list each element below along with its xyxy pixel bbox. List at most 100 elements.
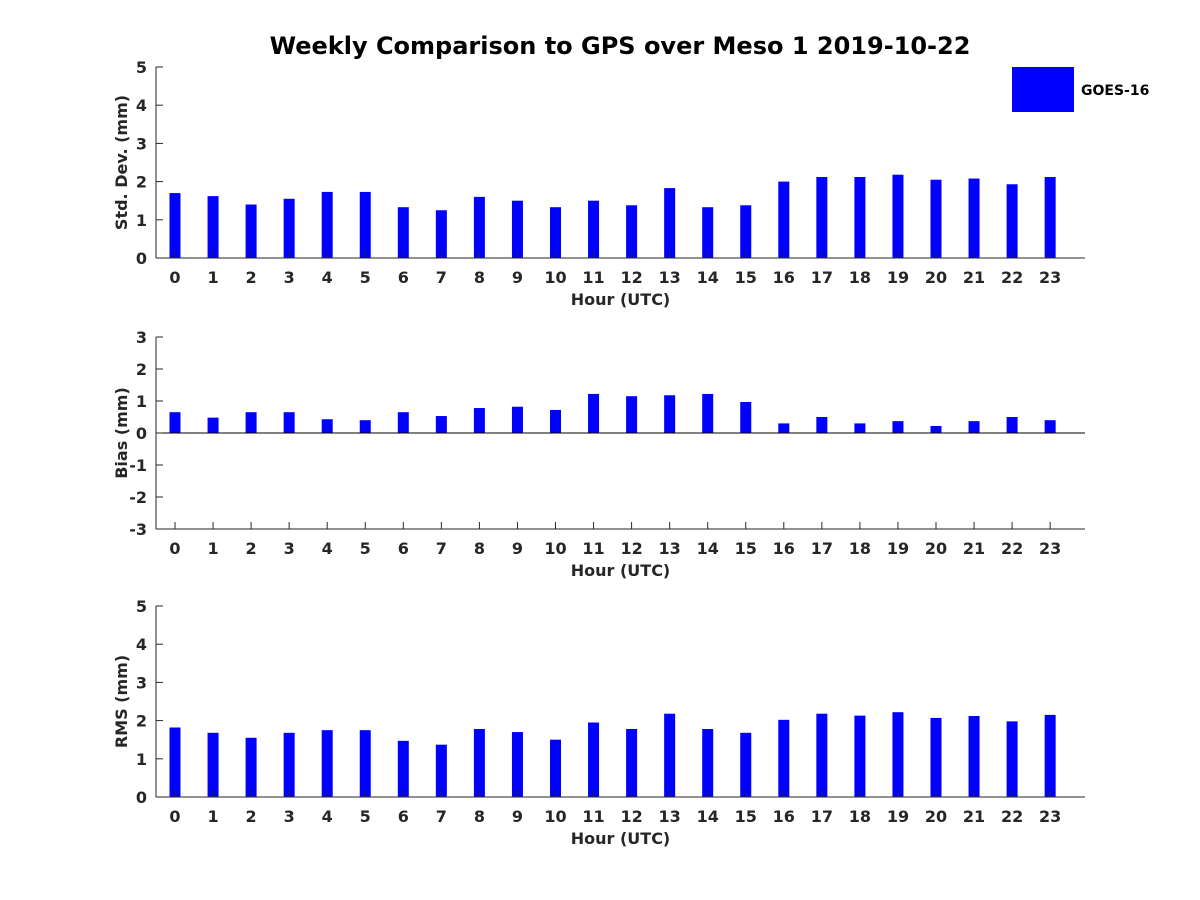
rms-bar-hour-4	[321, 730, 333, 797]
rms-bar-hour-21	[968, 716, 980, 797]
bias-bar-hour-9	[511, 406, 523, 433]
bias-x-tick-label: 22	[1001, 539, 1023, 558]
bias-y-tick-label: 0	[136, 424, 147, 443]
bias-x-tick-label: 1	[207, 539, 218, 558]
rms-y-tick-label: 3	[136, 673, 147, 692]
rms-x-tick-label: 16	[773, 807, 795, 826]
bias-x-tick-label: 20	[925, 539, 947, 558]
bias-bar-hour-1	[207, 417, 219, 433]
bias-bar-hour-11	[588, 393, 600, 433]
rms-x-tick-label: 15	[735, 807, 757, 826]
bias-bar-hour-0	[169, 412, 181, 433]
std-bar-hour-5	[359, 191, 371, 258]
bias-x-tick-label: 10	[544, 539, 566, 558]
bias-x-tick-label: 18	[849, 539, 871, 558]
bias-x-tick-label: 21	[963, 539, 985, 558]
std-bar-hour-18	[854, 177, 866, 258]
rms-x-tick-label: 20	[925, 807, 947, 826]
std-x-tick-label: 8	[474, 268, 485, 287]
rms-bar-hour-5	[359, 730, 371, 797]
bias-x-tick-label: 4	[322, 539, 333, 558]
std-x-tick-label: 13	[659, 268, 681, 287]
rms-y-tick-label: 0	[136, 788, 147, 807]
std-bar-hour-20	[930, 179, 942, 258]
std-x-tick-label: 9	[512, 268, 523, 287]
bias-bar-hour-7	[435, 416, 447, 433]
std-bar-hour-21	[968, 178, 980, 258]
bias-x-tick-label: 0	[169, 539, 180, 558]
rms-x-tick-label: 14	[697, 807, 719, 826]
bias-y-tick-label: 2	[136, 360, 147, 379]
std-bar-hour-12	[626, 205, 638, 258]
rms-bar-hour-22	[1006, 721, 1018, 797]
bias-bar-hour-13	[664, 395, 676, 433]
rms-bar-hour-14	[702, 729, 714, 797]
std-bar-hour-7	[435, 210, 447, 258]
std-y-tick-label: 3	[136, 134, 147, 153]
bias-x-tick-label: 13	[659, 539, 681, 558]
std-bar-hour-9	[511, 200, 523, 258]
std-y-tick-label: 0	[136, 249, 147, 268]
rms-bar-hour-17	[816, 713, 828, 797]
rms-bar-hour-15	[740, 732, 752, 797]
rms-x-tick-label: 3	[284, 807, 295, 826]
rms-x-tick-label: 21	[963, 807, 985, 826]
bias-x-tick-label: 2	[246, 539, 257, 558]
bias-y-tick-label: 1	[136, 392, 147, 411]
bias-y-tick-label: -1	[129, 456, 147, 475]
bias-y-axis-label: Bias (mm)	[112, 387, 131, 479]
bias-bar-hour-17	[816, 417, 828, 433]
rms-bar-hour-23	[1044, 714, 1056, 797]
bias-x-tick-label: 3	[284, 539, 295, 558]
bias-bar-hour-6	[397, 412, 409, 433]
rms-x-tick-label: 22	[1001, 807, 1023, 826]
bias-bar-hour-19	[892, 421, 904, 433]
std-bar-hour-11	[588, 200, 600, 258]
std-x-tick-label: 15	[735, 268, 757, 287]
rms-bar-hour-7	[435, 744, 447, 797]
bias-x-tick-label: 6	[398, 539, 409, 558]
std-x-tick-label: 22	[1001, 268, 1023, 287]
std-x-tick-label: 14	[697, 268, 719, 287]
std-x-tick-label: 12	[620, 268, 642, 287]
bias-x-tick-label: 17	[811, 539, 833, 558]
bias-bar-hour-5	[359, 420, 371, 433]
std-bar-hour-8	[473, 196, 485, 258]
bias-bar-hour-14	[702, 393, 714, 433]
rms-bar-hour-20	[930, 717, 942, 797]
rms-x-tick-label: 12	[620, 807, 642, 826]
std-y-tick-label: 4	[136, 96, 147, 115]
std-y-tick-label: 1	[136, 211, 147, 230]
std-x-tick-label: 11	[582, 268, 604, 287]
bias-y-tick-label: -3	[129, 520, 147, 539]
bias-x-tick-label: 8	[474, 539, 485, 558]
std-bar-hour-2	[245, 204, 257, 258]
rms-bar-hour-16	[778, 719, 790, 797]
std-bar-hour-6	[397, 207, 409, 258]
std-bar-hour-23	[1044, 177, 1056, 258]
rms-bar-hour-2	[245, 737, 257, 797]
rms-x-tick-label: 4	[322, 807, 333, 826]
rms-bar-hour-10	[550, 739, 561, 797]
bias-x-tick-label: 16	[773, 539, 795, 558]
std-x-tick-label: 1	[207, 268, 218, 287]
rms-y-tick-label: 4	[136, 635, 147, 654]
std-bar-hour-4	[321, 191, 333, 258]
std-x-tick-label: 18	[849, 268, 871, 287]
std-x-tick-label: 23	[1039, 268, 1061, 287]
bias-bar-hour-15	[740, 401, 752, 433]
rms-x-tick-label: 5	[360, 807, 371, 826]
std-x-axis-label: Hour (UTC)	[571, 290, 671, 309]
legend: GOES-16	[1012, 67, 1149, 112]
std-bar-hour-19	[892, 174, 904, 258]
std-x-tick-label: 4	[322, 268, 333, 287]
rms-y-tick-label: 1	[136, 750, 147, 769]
std-x-tick-label: 19	[887, 268, 909, 287]
std-y-tick-label: 2	[136, 173, 147, 192]
std-bar-hour-13	[664, 188, 676, 258]
